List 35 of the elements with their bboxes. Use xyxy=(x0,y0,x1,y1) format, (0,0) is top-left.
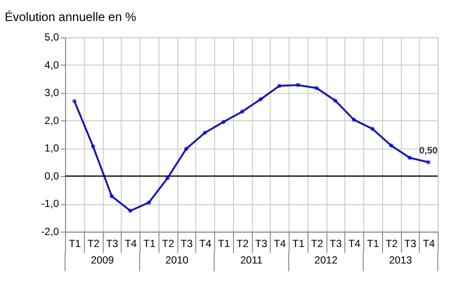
x-tick-label: T3 xyxy=(180,239,193,250)
x-tick-label: T2 xyxy=(87,239,100,250)
x-tick-label: T3 xyxy=(106,239,118,250)
y-tick-label: 1,0 xyxy=(44,144,60,155)
y-tick-label: 5,0 xyxy=(44,32,60,44)
x-tick-label: T3 xyxy=(404,239,417,250)
x-tick-label: T4 xyxy=(199,239,212,250)
x-tick-label: T2 xyxy=(236,239,249,250)
y-tick-label: 4,0 xyxy=(44,60,60,72)
x-tick-label: T4 xyxy=(274,239,286,250)
x-tick-label: T1 xyxy=(143,239,156,250)
text: 2012 xyxy=(314,256,338,267)
x-tick-label: T2 xyxy=(162,239,174,250)
x-tick-label: T1 xyxy=(292,239,305,250)
x-tick-label: T4 xyxy=(124,239,138,250)
x-tick-label: T3 xyxy=(255,239,268,250)
x-tick-label: T1 xyxy=(218,239,230,250)
x-tick-label: T2 xyxy=(386,239,398,250)
x-tick-label: T4 xyxy=(348,239,361,250)
data-label: 0,50 xyxy=(419,144,438,156)
text: 2009 xyxy=(90,256,114,267)
text: 2010 xyxy=(165,256,189,267)
y-tick-label: -2,0 xyxy=(41,226,60,238)
y-tick-label: 2,0 xyxy=(44,116,60,127)
text: 2013 xyxy=(388,256,412,267)
x-tick-label: T4 xyxy=(422,239,436,250)
y-tick-label: 3,0 xyxy=(44,88,60,100)
text: 2011 xyxy=(240,256,263,267)
x-tick-label: T3 xyxy=(330,239,342,250)
y-tick-label: -1,0 xyxy=(41,199,60,210)
y-tick-label: 0,0 xyxy=(44,171,60,182)
x-tick-label: T2 xyxy=(311,239,324,250)
x-tick-label: T1 xyxy=(366,239,380,250)
x-tick-label: T1 xyxy=(68,239,82,250)
chart-title: Évolution annuelle en % xyxy=(4,10,136,24)
